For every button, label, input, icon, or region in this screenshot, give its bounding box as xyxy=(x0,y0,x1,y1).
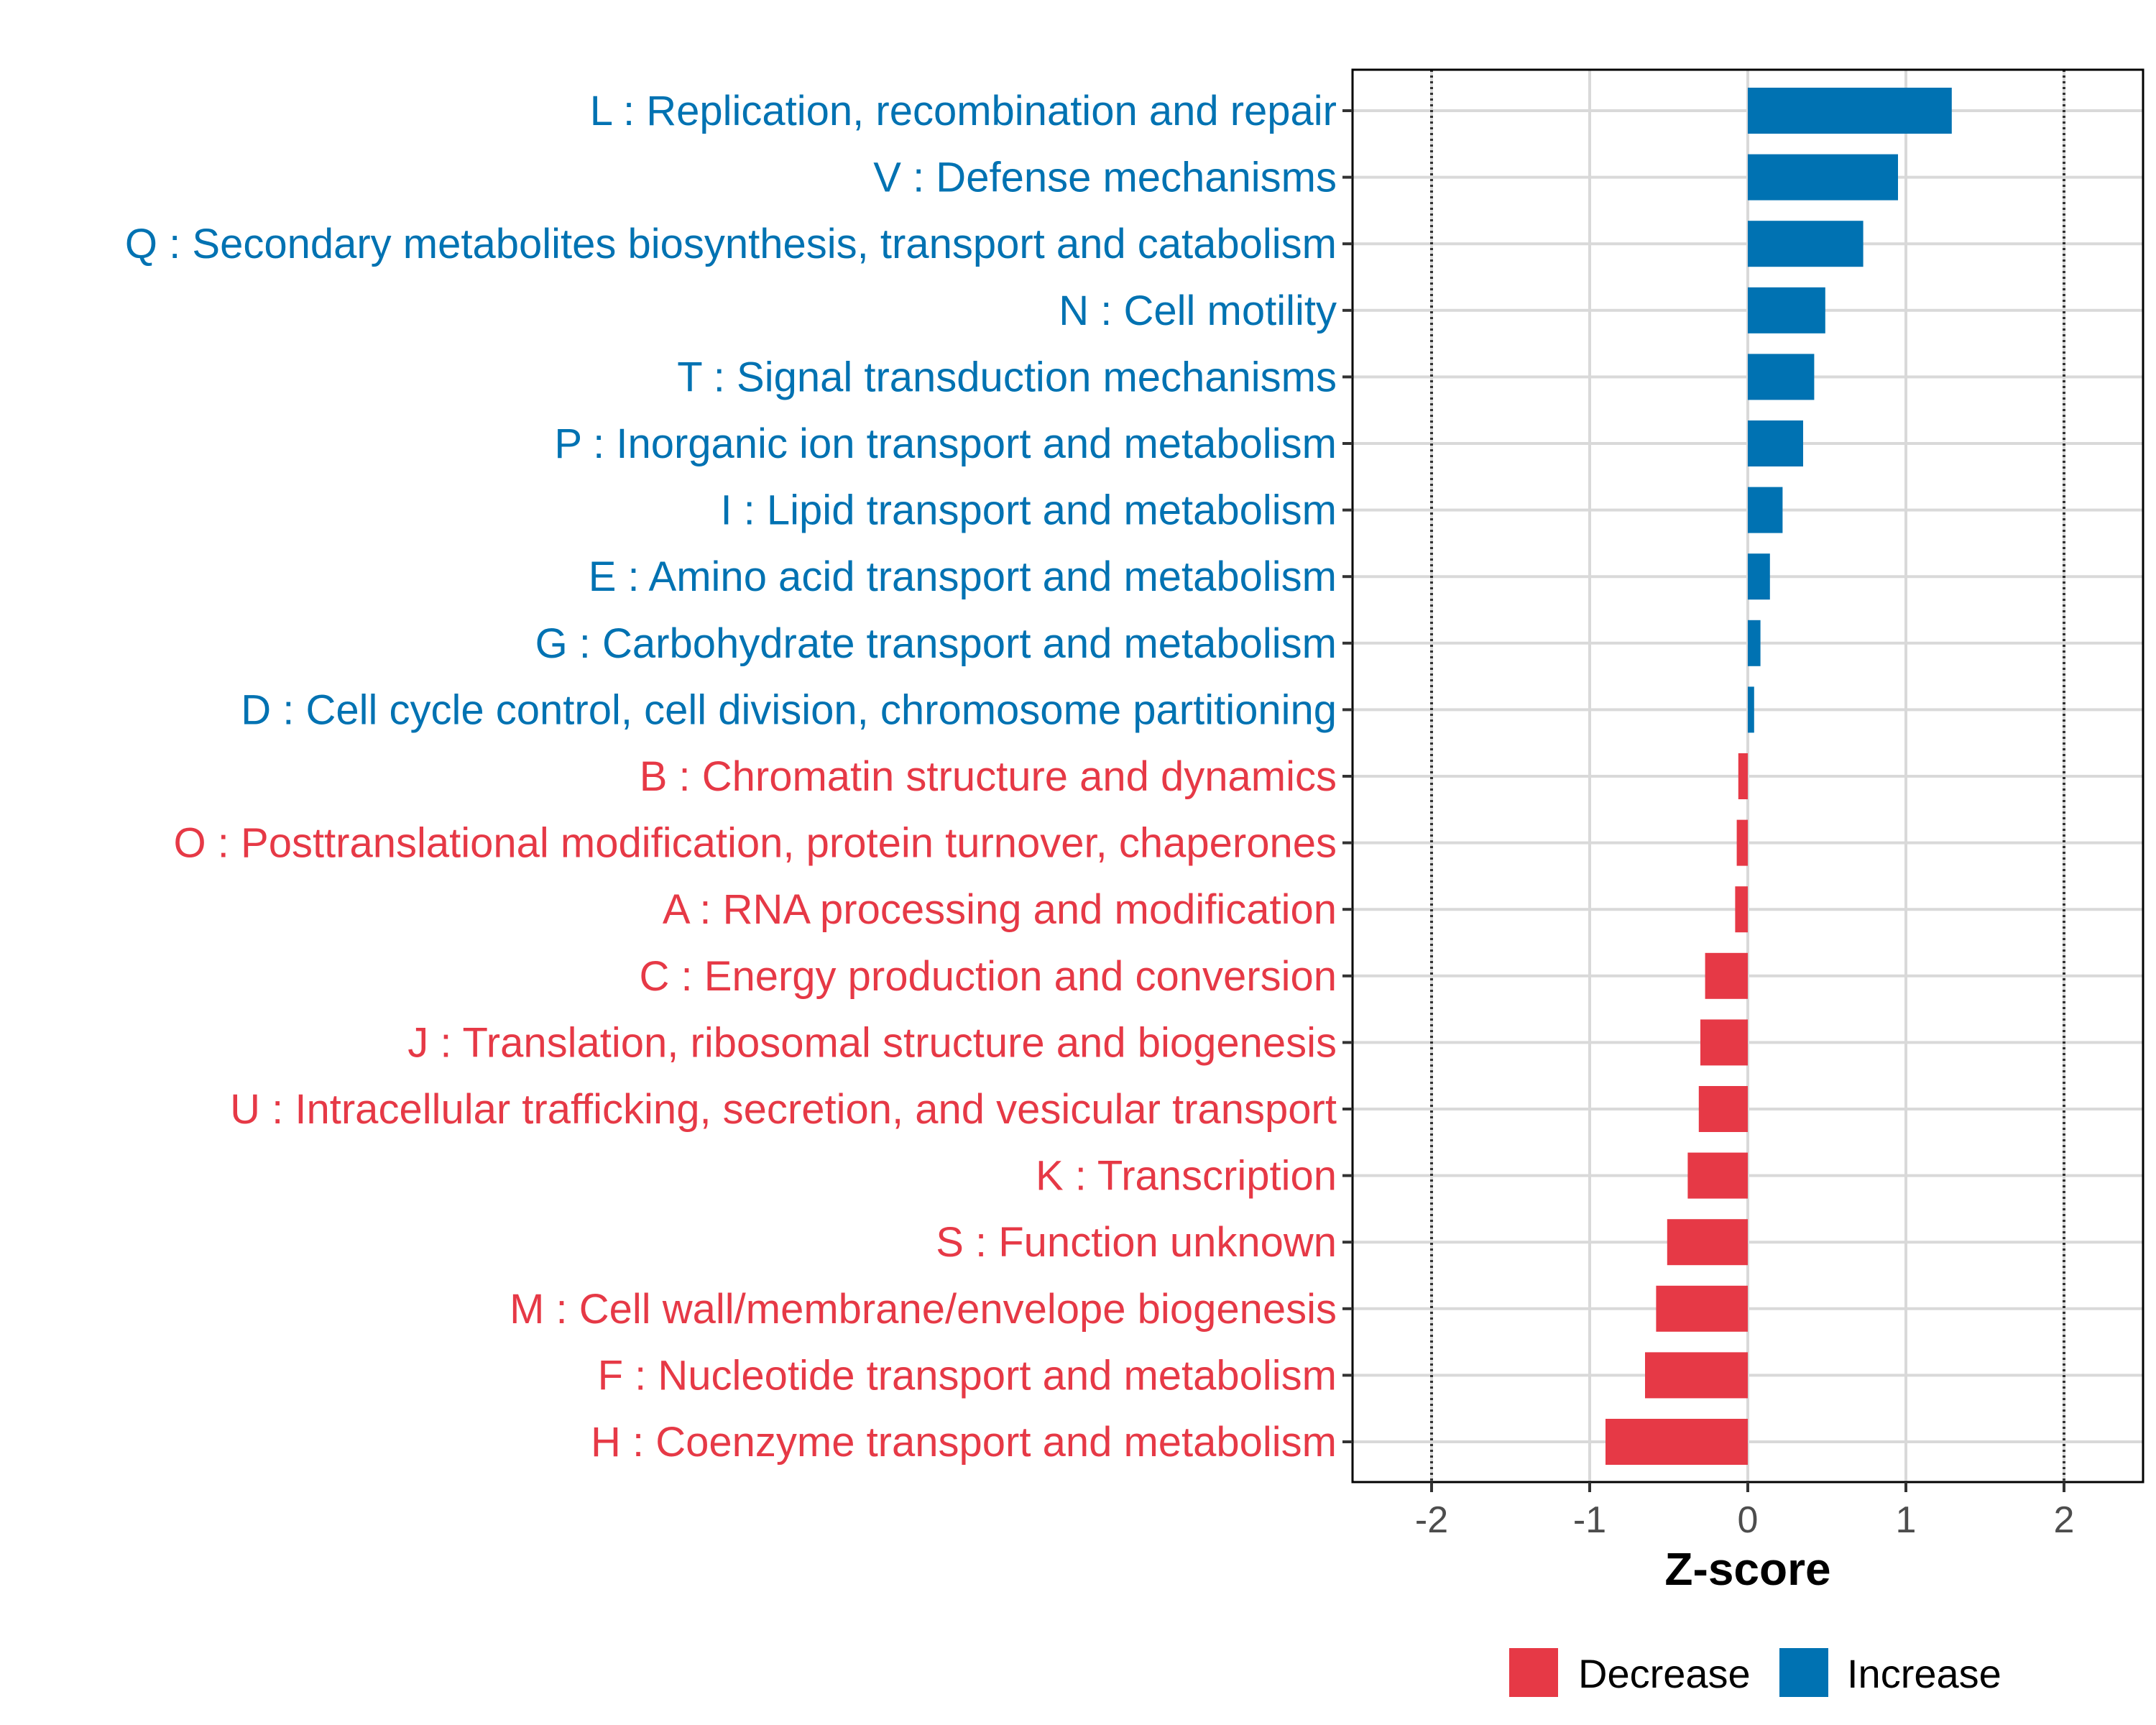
category-label: P : Inorganic ion transport and metaboli… xyxy=(554,420,1337,467)
bar-o xyxy=(1736,819,1748,866)
x-axis-title: Z-score xyxy=(1664,1543,1830,1595)
category-label: U : Intracellular trafficking, secretion… xyxy=(230,1086,1337,1133)
bar-p xyxy=(1748,420,1803,466)
category-label: H : Coenzyme transport and metabolism xyxy=(591,1419,1337,1466)
legend: Decrease Increase xyxy=(1509,1648,2001,1697)
bar-a xyxy=(1735,886,1748,933)
y-axis-ticks xyxy=(1342,109,1353,1443)
bar-b xyxy=(1738,753,1748,799)
x-tick-label: -2 xyxy=(1415,1499,1448,1541)
category-label: K : Transcription xyxy=(1036,1153,1337,1200)
legend-swatch-increase xyxy=(1779,1648,1828,1697)
category-label: E : Amino acid transport and metabolism xyxy=(589,553,1337,600)
bar-t xyxy=(1748,354,1815,400)
category-label: T : Signal transduction mechanisms xyxy=(677,354,1337,400)
legend-label-increase: Increase xyxy=(1847,1651,2001,1696)
category-label: Q : Secondary metabolites biosynthesis, … xyxy=(125,221,1337,267)
bar-e xyxy=(1748,553,1770,600)
category-label: N : Cell motility xyxy=(1059,288,1337,334)
x-tick-label: 0 xyxy=(1738,1499,1759,1541)
category-label: S : Function unknown xyxy=(936,1219,1337,1266)
bar-q xyxy=(1748,221,1864,267)
category-label: G : Carbohydrate transport and metabolis… xyxy=(535,620,1337,667)
x-tick-label: -1 xyxy=(1573,1499,1606,1541)
bar-i xyxy=(1748,487,1783,533)
legend-swatch-decrease xyxy=(1509,1648,1558,1697)
x-axis-tick-labels: -2 -1 0 1 2 xyxy=(1415,1499,2075,1541)
category-label: B : Chromatin structure and dynamics xyxy=(640,753,1337,800)
category-label: C : Energy production and conversion xyxy=(640,953,1337,1000)
category-label: D : Cell cycle control, cell division, c… xyxy=(241,686,1337,733)
bar-v xyxy=(1748,154,1898,201)
bar-u xyxy=(1698,1086,1748,1132)
bar-m xyxy=(1656,1285,1748,1332)
y-axis-labels: L : Replication, recombination and repai… xyxy=(125,88,1337,1466)
bar-d xyxy=(1748,686,1754,733)
category-label: J : Translation, ribosomal structure and… xyxy=(407,1019,1337,1066)
bar-n xyxy=(1748,287,1825,334)
bar-s xyxy=(1667,1219,1748,1266)
legend-label-decrease: Decrease xyxy=(1578,1651,1751,1696)
category-label: F : Nucleotide transport and metabolism xyxy=(598,1352,1337,1399)
bar-k xyxy=(1687,1152,1748,1199)
bar-g xyxy=(1748,620,1761,666)
bars xyxy=(1606,88,1952,1465)
bar-c xyxy=(1705,952,1748,999)
bar-h xyxy=(1606,1419,1748,1465)
category-label: M : Cell wall/membrane/envelope biogenes… xyxy=(510,1286,1337,1333)
bar-f xyxy=(1645,1352,1748,1399)
x-tick-label: 2 xyxy=(2054,1499,2075,1541)
category-label: I : Lipid transport and metabolism xyxy=(720,487,1337,534)
x-tick-label: 1 xyxy=(1896,1499,1917,1541)
x-axis-ticks xyxy=(1430,1482,2065,1492)
category-label: A : RNA processing and modification xyxy=(663,886,1337,933)
category-label: V : Defense mechanisms xyxy=(873,155,1337,201)
category-label: L : Replication, recombination and repai… xyxy=(590,88,1337,134)
bar-j xyxy=(1700,1019,1748,1066)
bar-l xyxy=(1748,88,1952,134)
category-label: O : Posttranslational modification, prot… xyxy=(174,820,1337,867)
